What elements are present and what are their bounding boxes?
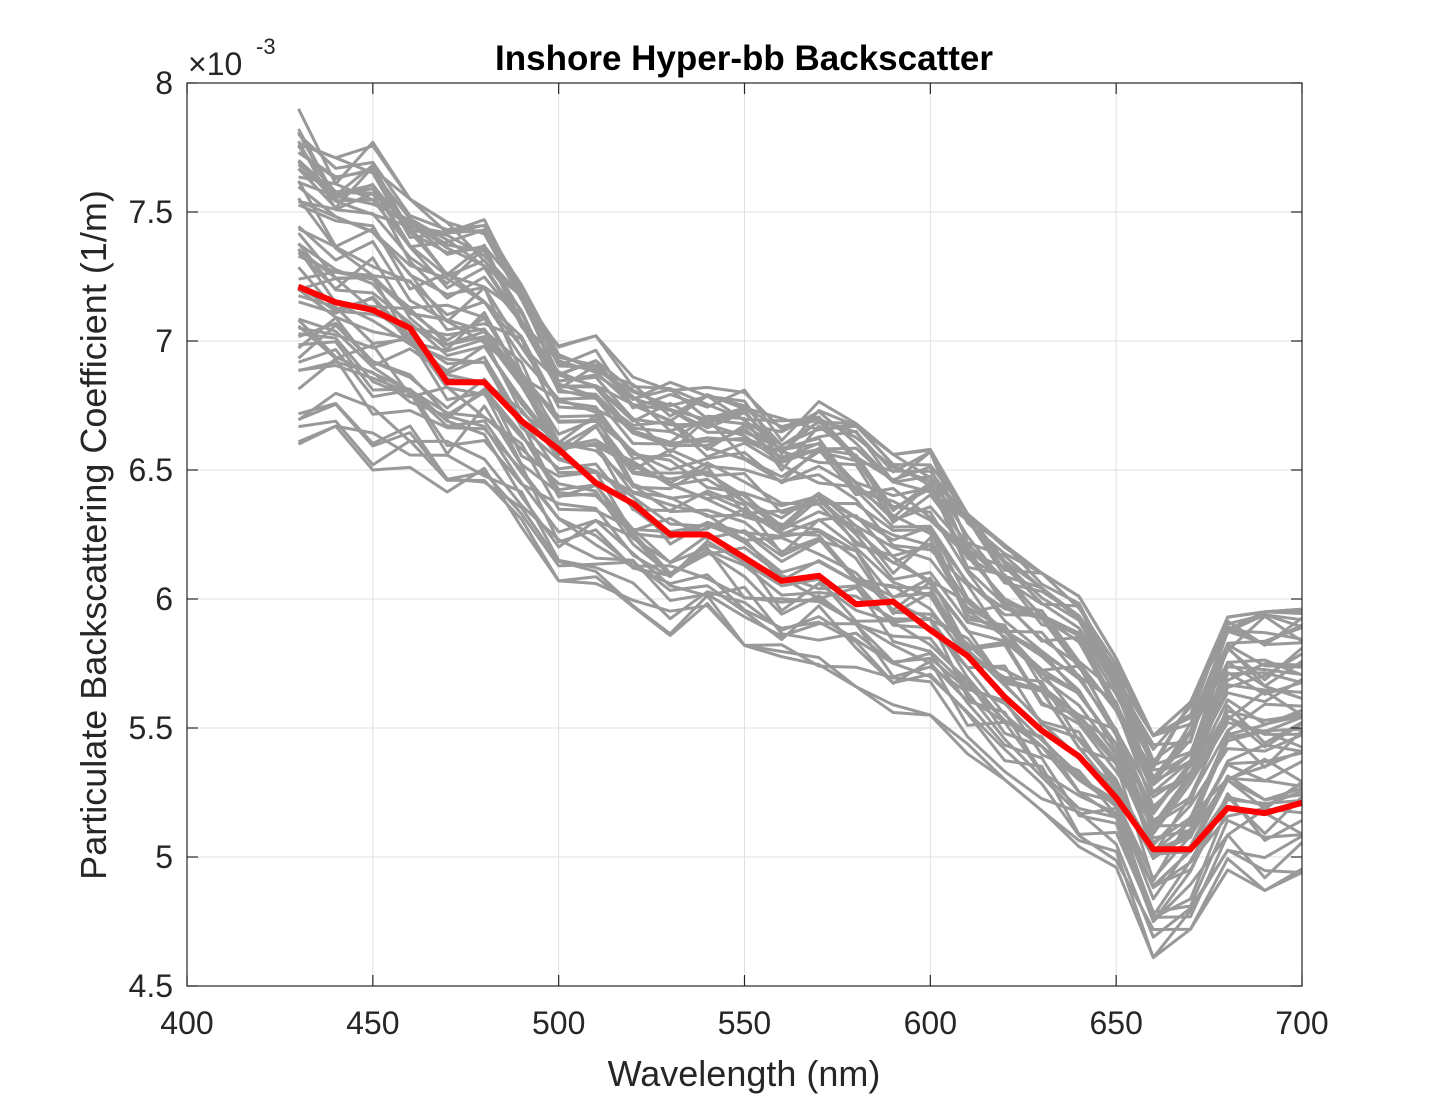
- individual-series-line: [298, 360, 1303, 880]
- y-tick-label: 6: [155, 581, 173, 617]
- individual-series-line: [297, 232, 1303, 767]
- individual-series-line: [298, 270, 1303, 795]
- x-tick-label: 400: [160, 1005, 213, 1041]
- chart-title: Inshore Hyper-bb Backscatter: [495, 39, 993, 78]
- y-exponent-power: -3: [256, 34, 276, 59]
- individual-series-line: [298, 326, 1303, 845]
- x-tick-label: 650: [1089, 1005, 1142, 1041]
- individual-series-line: [297, 203, 1303, 783]
- y-tick-label: 5.5: [129, 710, 173, 746]
- individual-series-line: [297, 402, 1303, 960]
- x-tick-label: 550: [718, 1005, 771, 1041]
- mean-series-line: [297, 284, 1303, 853]
- y-tick-label: 4.5: [129, 968, 173, 1004]
- x-tick-label: 600: [904, 1005, 957, 1041]
- y-exponent-base: ×10: [188, 46, 242, 82]
- x-tick-label: 700: [1275, 1005, 1328, 1041]
- individual-series-line: [297, 391, 1304, 918]
- x-tick-label: 500: [532, 1005, 585, 1041]
- individual-series-line: [297, 142, 1303, 766]
- y-tick-label: 5: [155, 839, 173, 875]
- x-axis-label: Wavelength (nm): [608, 1053, 881, 1094]
- individual-series-line: [298, 175, 1303, 738]
- individual-series-line: [298, 401, 1303, 920]
- y-tick-labels: 4.5 5 5.5 6 6.5 7 7.5 8: [129, 65, 173, 1004]
- y-tick-label: 7: [155, 323, 173, 359]
- individual-series-line: [297, 140, 1303, 784]
- x-tick-labels: 400 450 500 550 600 650 700: [160, 1005, 1328, 1041]
- y-axis-label: Particulate Backscattering Coefficient (…: [73, 190, 114, 880]
- y-tick-label: 7.5: [129, 194, 173, 230]
- ticks: [186, 82, 1303, 987]
- individual-series-line: [298, 317, 1304, 919]
- y-tick-label: 6.5: [129, 452, 173, 488]
- y-tick-label: 8: [155, 65, 173, 101]
- individual-series-line: [297, 131, 1303, 738]
- individual-series-line: [298, 275, 1303, 836]
- individual-series-line: [297, 321, 1303, 888]
- x-tick-label: 450: [346, 1005, 399, 1041]
- mean-series-group: [297, 284, 1303, 853]
